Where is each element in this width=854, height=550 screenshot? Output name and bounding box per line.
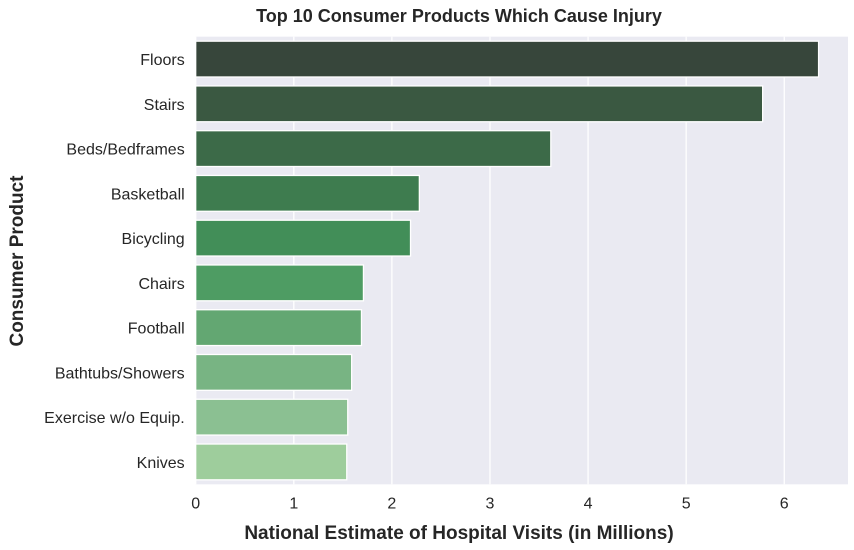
chart-title: Top 10 Consumer Products Which Cause Inj… [256,6,662,26]
x-tick-label: 4 [584,495,593,512]
bar [195,398,349,436]
y-tick-label: Floors [140,52,184,69]
x-tick-label: 0 [191,495,200,512]
y-axis-label: Consumer Product [7,175,28,347]
x-tick-label: 3 [486,495,495,512]
x-tick-labels: 0 1 2 3 4 5 6 [191,495,789,512]
bar [195,309,363,347]
y-tick-labels: Floors Stairs Beds/Bedframes Basketball Bicy… [44,52,185,472]
y-tick-label: Exercise w/o Equip. [44,410,185,427]
bar [195,130,552,168]
y-tick-label: Football [128,321,185,338]
x-tick-label: 1 [289,495,298,512]
bar [195,353,353,391]
y-tick-label: Knives [137,455,185,472]
x-axis-label: National Estimate of Hospital Visits (in… [244,523,673,544]
bars [195,40,820,481]
bar [195,264,365,302]
x-tick-label: 2 [387,495,396,512]
bar [195,443,348,481]
bar [195,174,420,212]
bar [195,40,820,78]
bar [195,219,412,257]
y-tick-label: Bicycling [122,231,185,248]
y-tick-label: Basketball [111,186,185,203]
x-tick-label: 5 [682,495,691,512]
y-tick-label: Bathtubs/Showers [55,365,185,382]
x-tick-label: 6 [780,495,789,512]
bar [195,85,764,123]
y-tick-label: Beds/Bedframes [66,142,184,159]
y-tick-label: Stairs [144,97,185,114]
y-tick-label: Chairs [138,276,184,293]
